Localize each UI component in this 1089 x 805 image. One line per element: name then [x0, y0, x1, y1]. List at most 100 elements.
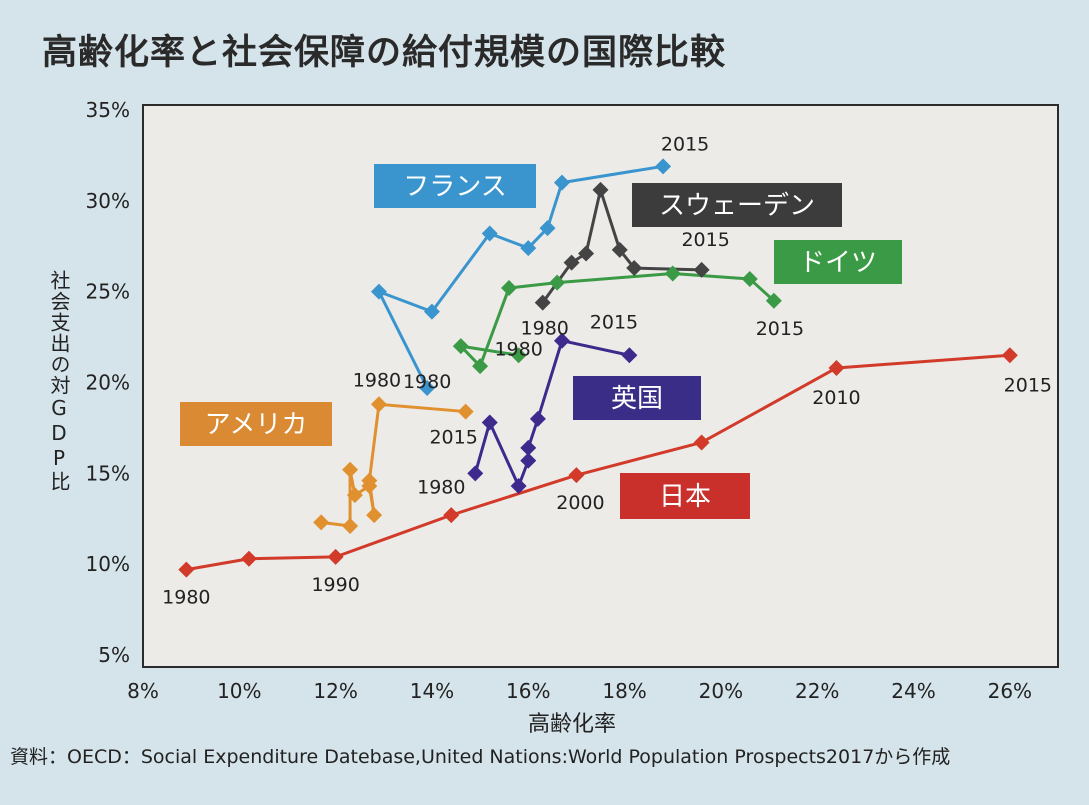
y-tick-label: 5% — [98, 643, 130, 667]
data-point-uk — [510, 478, 527, 495]
data-point-japan — [240, 550, 257, 567]
y-tick-labels: 5% 10% 15% 20% 25% 30% 35% — [86, 98, 130, 667]
name-box-germany — [774, 240, 902, 284]
y-tick-label: 25% — [86, 280, 130, 304]
name-box-usa — [180, 402, 332, 446]
series-name-japan: 日本 — [659, 482, 711, 512]
data-point-usa — [346, 487, 363, 504]
point-label-japan: 1980 — [162, 587, 210, 609]
data-point-germany — [452, 338, 469, 355]
data-point-sweden — [578, 245, 595, 262]
point-label-usa: 2015 — [429, 427, 477, 449]
series-line-japan — [186, 353, 1010, 572]
data-point-germany — [501, 280, 517, 297]
name-box-japan — [620, 473, 750, 519]
data-point-usa — [370, 396, 387, 413]
point-label-japan: 2000 — [556, 492, 604, 514]
data-point-japan — [693, 434, 710, 451]
point-label-france: 1980 — [403, 371, 451, 393]
x-tick-label: 22% — [795, 679, 839, 703]
point-label-sweden: 2015 — [681, 229, 729, 251]
source-note: 資料：OECD：Social Expenditure Datebase,Unit… — [10, 746, 951, 768]
data-point-sweden — [611, 241, 628, 258]
data-point-sweden — [626, 260, 643, 277]
x-tick-label: 20% — [699, 679, 743, 703]
data-point-france — [655, 158, 672, 175]
data-point-japan — [178, 561, 195, 578]
point-label-france: 2015 — [661, 133, 709, 155]
data-point-japan — [1001, 347, 1018, 364]
data-point-uk — [520, 452, 537, 469]
data-point-france — [520, 240, 537, 257]
data-point-france — [481, 225, 498, 242]
x-tick-label: 8% — [127, 679, 159, 703]
data-point-uk — [467, 465, 484, 482]
data-point-france — [370, 283, 387, 300]
point-label-germany: 1980 — [494, 338, 542, 360]
point-label-uk: 2015 — [590, 312, 638, 334]
data-point-japan — [568, 467, 585, 484]
data-point-uk — [520, 439, 537, 456]
name-box-uk — [573, 376, 701, 420]
y-tick-label: 35% — [86, 98, 130, 122]
data-point-sweden — [592, 181, 609, 198]
x-axis-label: 高齢化率 — [528, 712, 617, 737]
point-label-usa: 1980 — [353, 369, 401, 391]
data-point-france — [539, 220, 556, 237]
data-point-france — [419, 379, 436, 396]
x-tick-label: 12% — [313, 679, 357, 703]
series-name-uk: 英国 — [611, 384, 663, 414]
point-label-japan: 2015 — [1004, 374, 1052, 396]
x-tick-label: 16% — [506, 679, 550, 703]
data-point-germany — [664, 265, 681, 282]
x-tick-label: 26% — [988, 679, 1032, 703]
data-point-usa — [361, 472, 378, 489]
point-labels: 1980 1990 2000 2010 2015 1980 2015 1980 2015 1980… — [162, 133, 1052, 608]
data-point-germany — [510, 347, 527, 364]
x-tick-label: 14% — [410, 679, 454, 703]
series-points — [178, 158, 1018, 578]
y-tick-label: 10% — [86, 552, 130, 576]
y-tick-label: 30% — [86, 189, 130, 213]
series-name-france: フランス — [403, 172, 506, 202]
chart: 5% 10% 15% 20% 25% 30% 35% 8% 10% 12% 14% 16% 18% 20… — [86, 98, 1059, 703]
series-name-germany: ドイツ — [799, 248, 877, 278]
data-point-uk — [529, 410, 546, 427]
point-label-germany: 2015 — [756, 318, 804, 340]
data-point-germany — [472, 358, 489, 375]
data-point-usa — [457, 403, 474, 420]
data-point-uk — [553, 332, 570, 349]
name-box-france — [374, 164, 536, 208]
data-point-japan — [443, 507, 460, 524]
series-name-sweden: スウェーデン — [659, 191, 815, 221]
point-label-sweden: 1980 — [521, 318, 569, 340]
data-point-japan — [327, 548, 344, 565]
series-line-france — [377, 164, 664, 389]
data-point-sweden — [693, 261, 710, 278]
point-label-japan: 2010 — [812, 387, 860, 409]
page-title: 高齢化率と社会保障の給付規模の国際比較 — [42, 33, 727, 73]
data-point-usa — [366, 507, 383, 524]
data-point-uk — [621, 347, 638, 364]
y-tick-label: 20% — [86, 371, 130, 395]
data-point-germany — [549, 274, 566, 291]
data-point-france — [553, 174, 570, 191]
data-point-uk — [481, 414, 498, 431]
data-point-germany — [765, 292, 782, 309]
data-point-usa — [342, 518, 359, 535]
series-name-usa: アメリカ — [205, 410, 308, 440]
y-axis-label: 社会支出の対GDP比 — [47, 270, 71, 492]
x-tick-label: 18% — [602, 679, 646, 703]
data-point-sweden — [534, 294, 551, 311]
y-tick-label: 15% — [86, 461, 130, 485]
data-point-japan — [828, 359, 845, 376]
data-point-germany — [741, 270, 758, 287]
data-point-usa — [342, 461, 359, 478]
data-point-usa — [313, 514, 330, 531]
data-point-france — [423, 303, 440, 320]
point-label-uk: 1980 — [417, 476, 465, 498]
x-tick-labels: 8% 10% 12% 14% 16% 18% 20% 22% 24% 26% — [127, 679, 1032, 703]
x-tick-label: 24% — [891, 679, 935, 703]
x-tick-label: 10% — [217, 679, 261, 703]
